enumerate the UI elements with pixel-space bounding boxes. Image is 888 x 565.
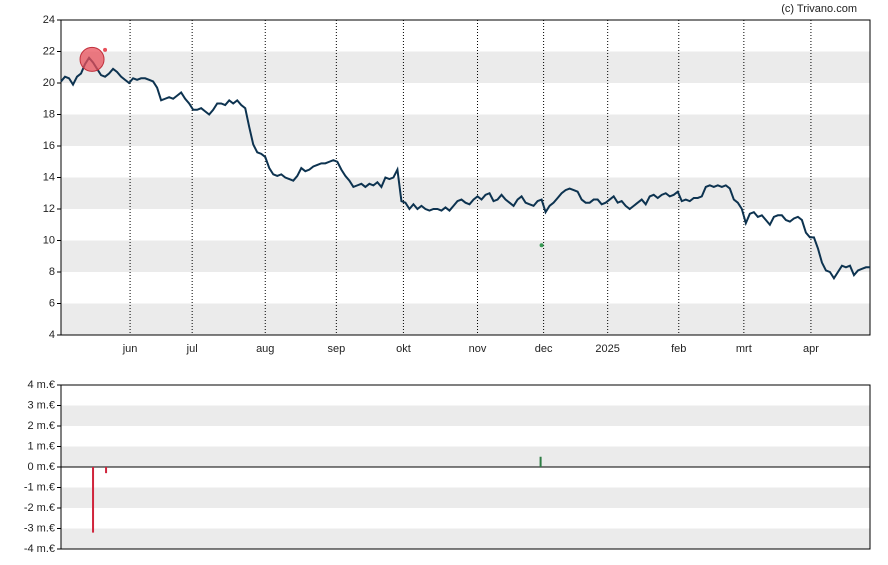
grid-band xyxy=(61,240,870,272)
grid-band xyxy=(61,446,870,467)
y-tick-label: 0 m.€ xyxy=(27,461,55,473)
y-tick-label: 8 xyxy=(49,266,55,278)
y-tick-label: 14 xyxy=(43,171,55,183)
y-tick-label: 1 m.€ xyxy=(27,440,55,452)
y-tick-label: 20 xyxy=(43,77,55,89)
grid-band xyxy=(61,487,870,508)
y-tick-label: 2 m.€ xyxy=(27,420,55,432)
price-line xyxy=(60,56,870,281)
bar xyxy=(92,467,95,533)
y-tick-label: 3 m.€ xyxy=(27,399,55,411)
y-tick-label: -2 m.€ xyxy=(24,502,55,514)
y-tick-label: 6 xyxy=(49,297,55,309)
event-marker xyxy=(539,243,544,248)
x-tick-label: 2025 xyxy=(595,343,619,355)
y-tick-label: 12 xyxy=(43,203,55,215)
x-tick-label: dec xyxy=(535,343,553,355)
y-tick-label: 16 xyxy=(43,140,55,152)
y-tick-label: 10 xyxy=(43,234,55,246)
y-tick-label: -1 m.€ xyxy=(24,481,55,493)
event-marker xyxy=(103,47,108,52)
grid-band xyxy=(61,114,870,146)
x-tick-label: jun xyxy=(122,343,138,355)
grid-band xyxy=(61,51,870,83)
y-tick-label: -3 m.€ xyxy=(24,522,55,534)
grid-band xyxy=(61,303,870,335)
y-tick-label: 22 xyxy=(43,45,55,57)
source-credit: (c) Trivano.com xyxy=(781,3,857,15)
x-tick-label: sep xyxy=(327,343,345,355)
plot-frame xyxy=(60,19,871,336)
grid-band xyxy=(61,405,870,426)
x-tick-label: nov xyxy=(469,343,487,355)
y-tick-label: 4 m.€ xyxy=(27,379,55,391)
bar xyxy=(105,467,108,474)
x-tick-label: aug xyxy=(256,343,274,355)
grid-band xyxy=(61,177,870,209)
y-tick-label: -4 m.€ xyxy=(24,543,55,555)
x-tick-label: feb xyxy=(671,343,686,355)
x-tick-label: mrt xyxy=(736,343,752,355)
x-tick-label: jul xyxy=(186,343,198,355)
y-tick-label: 24 xyxy=(43,14,55,26)
y-tick-label: 18 xyxy=(43,108,55,120)
grid-band xyxy=(61,528,870,549)
y-tick-label: 4 xyxy=(49,329,55,341)
x-tick-label: okt xyxy=(396,343,411,355)
bar xyxy=(539,456,542,467)
x-tick-label: apr xyxy=(803,343,819,355)
event-marker xyxy=(79,46,105,72)
